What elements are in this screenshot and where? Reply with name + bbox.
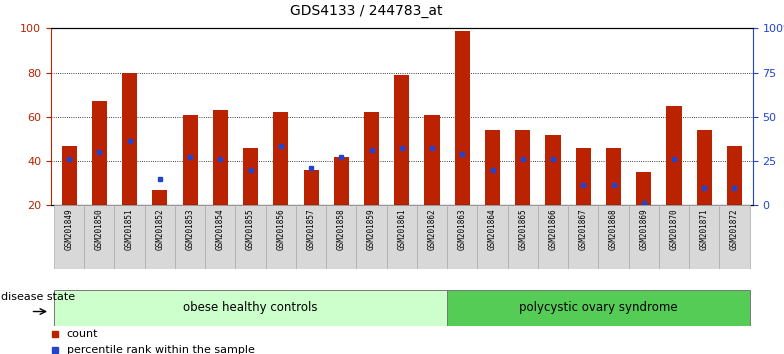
Bar [92,101,107,205]
Bar [477,205,508,269]
Bar [394,75,409,205]
Bar [235,205,266,269]
Bar [145,205,175,269]
Bar [54,205,84,269]
Bar [447,290,750,326]
Bar [598,205,629,269]
Bar [122,73,137,205]
Text: GSM201856: GSM201856 [276,209,285,250]
Text: GSM201866: GSM201866 [549,209,557,250]
Text: GSM201851: GSM201851 [125,209,134,250]
Text: GSM201871: GSM201871 [700,209,709,250]
Text: GSM201853: GSM201853 [186,209,194,250]
Bar [720,205,750,269]
Text: count: count [67,329,98,339]
Bar [175,205,205,269]
Bar [659,205,689,269]
Bar [296,205,326,269]
Bar [689,205,720,269]
Bar [357,205,387,269]
Bar [274,113,289,205]
Bar [538,205,568,269]
Bar [114,205,145,269]
Bar [212,110,228,205]
Text: GSM201872: GSM201872 [730,209,739,250]
Bar [636,172,652,205]
Text: GSM201862: GSM201862 [427,209,437,250]
Text: GSM201867: GSM201867 [579,209,588,250]
Bar [326,205,357,269]
Bar [485,130,500,205]
Bar [727,145,742,205]
Text: GSM201850: GSM201850 [95,209,103,250]
Text: GSM201855: GSM201855 [246,209,255,250]
Bar [666,106,681,205]
Bar [84,205,114,269]
Bar [54,290,447,326]
Bar [205,205,235,269]
Text: GSM201864: GSM201864 [488,209,497,250]
Bar [152,190,168,205]
Bar [266,205,296,269]
Bar [606,148,621,205]
Text: GSM201849: GSM201849 [64,209,74,250]
Bar [515,130,530,205]
Text: GSM201865: GSM201865 [518,209,528,250]
Bar [575,148,591,205]
Bar [508,205,538,269]
Text: GDS4133 / 244783_at: GDS4133 / 244783_at [290,4,443,18]
Text: GSM201857: GSM201857 [307,209,316,250]
Text: GSM201854: GSM201854 [216,209,225,250]
Bar [303,170,318,205]
Bar [243,148,258,205]
Text: GSM201863: GSM201863 [458,209,466,250]
Bar [424,115,440,205]
Bar [568,205,598,269]
Text: polycystic ovary syndrome: polycystic ovary syndrome [519,302,677,314]
Bar [546,135,561,205]
Text: GSM201859: GSM201859 [367,209,376,250]
Text: percentile rank within the sample: percentile rank within the sample [67,345,255,354]
Bar [447,205,477,269]
Text: GSM201861: GSM201861 [397,209,406,250]
Text: GSM201870: GSM201870 [670,209,678,250]
Text: GSM201852: GSM201852 [155,209,165,250]
Text: GSM201868: GSM201868 [609,209,618,250]
Bar [364,113,379,205]
Bar [387,205,417,269]
Bar [183,115,198,205]
Text: GSM201858: GSM201858 [337,209,346,250]
Bar [334,156,349,205]
Bar [62,145,77,205]
Bar [697,130,712,205]
Text: obese healthy controls: obese healthy controls [183,302,318,314]
Bar [417,205,447,269]
Bar [455,30,470,205]
Text: disease state: disease state [1,292,75,302]
Text: GSM201869: GSM201869 [639,209,648,250]
Bar [629,205,659,269]
